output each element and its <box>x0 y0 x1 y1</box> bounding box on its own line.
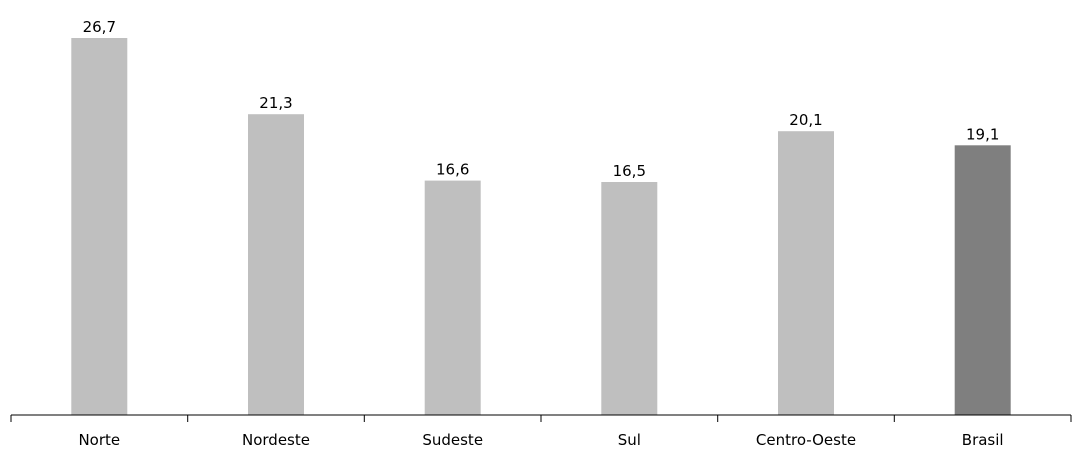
bar-nordeste <box>248 114 304 415</box>
value-label-norte: 26,7 <box>83 18 116 36</box>
value-label-brasil: 19,1 <box>966 125 999 143</box>
value-label-nordeste: 21,3 <box>259 94 292 112</box>
category-label-norte: Norte <box>78 431 120 449</box>
value-label-sul: 16,5 <box>613 162 646 180</box>
category-label-sul: Sul <box>618 431 641 449</box>
bars-group <box>71 38 1011 416</box>
bar-centro-oeste <box>778 131 834 415</box>
category-label-brasil: Brasil <box>962 431 1004 449</box>
x-axis <box>10 414 1072 422</box>
category-labels-group: Norte Nordeste Sudeste Sul Centro-Oeste Brasi… <box>78 431 1003 449</box>
category-label-nordeste: Nordeste <box>242 431 310 449</box>
value-label-sudeste: 16,6 <box>436 161 469 179</box>
category-label-sudeste: Sudeste <box>422 431 483 449</box>
bar-sul <box>601 182 658 415</box>
value-labels-group: 26,7 21,3 16,6 16,5 20,1 19,1 <box>83 18 1000 180</box>
bar-sudeste <box>424 180 481 415</box>
bar-brasil <box>954 145 1011 416</box>
category-label-centro-oeste: Centro-Oeste <box>756 431 856 449</box>
bar-norte <box>71 38 128 415</box>
value-label-centro-oeste: 20,1 <box>789 111 822 129</box>
